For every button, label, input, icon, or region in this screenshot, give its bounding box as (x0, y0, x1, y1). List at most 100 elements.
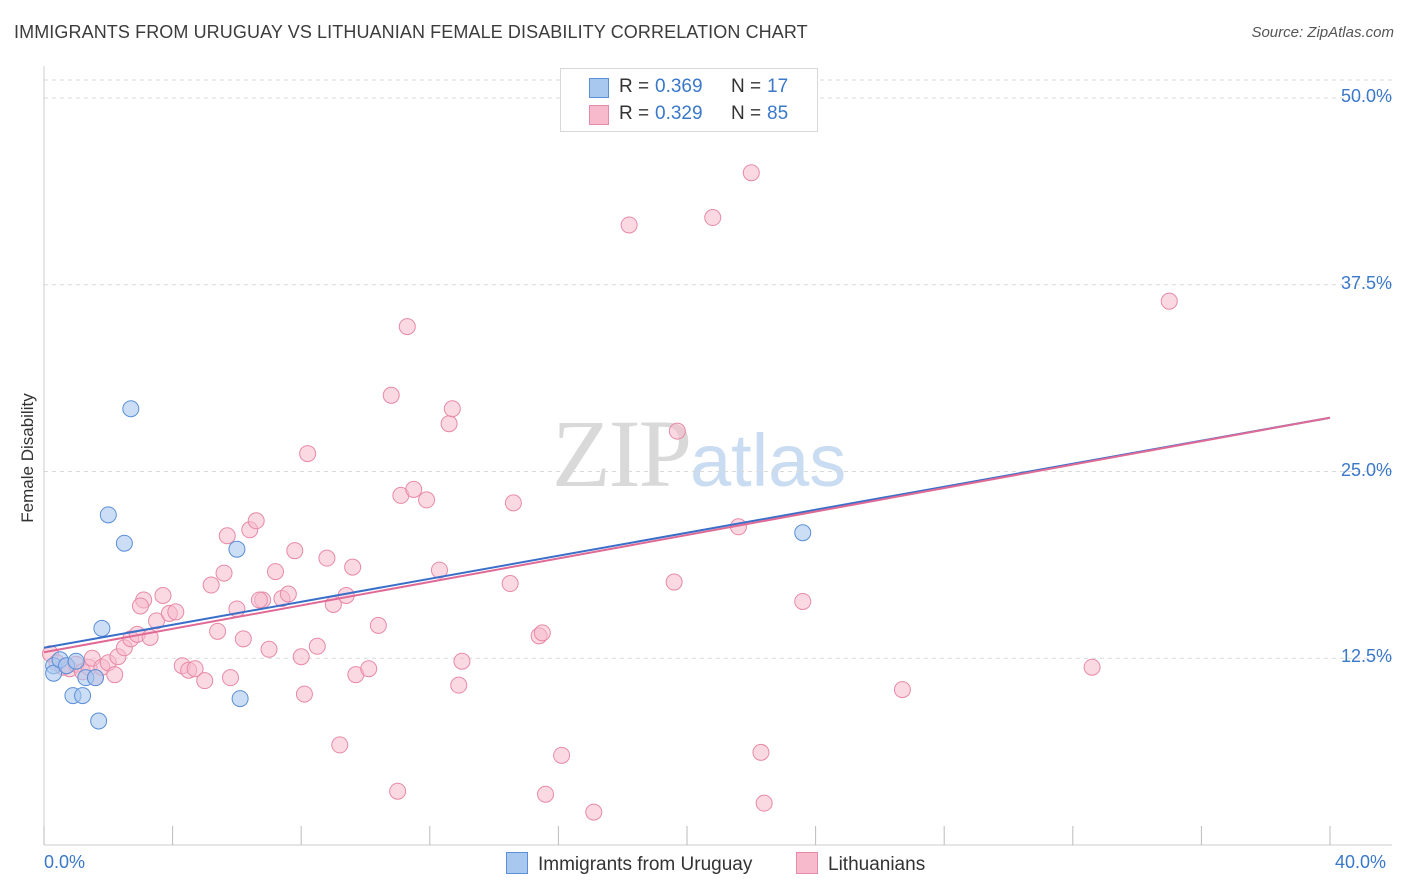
lithuanians-point (405, 480, 423, 498)
legend-n-label: N = (731, 76, 762, 97)
uruguay-point (231, 690, 249, 708)
lithuanians-point (292, 648, 310, 666)
lithuanians-point (668, 422, 686, 440)
lithuanians-point (794, 592, 812, 610)
correlation-legend: R = 0.369 N = 17 R = 0.329 N = 85 (560, 68, 818, 132)
watermark: ZIPatlas (552, 398, 846, 509)
lithuanians-point (504, 494, 522, 512)
lithuanians-point (167, 603, 185, 621)
bottom-legend-swatch-blue (506, 852, 528, 874)
lithuanians-point (299, 445, 317, 463)
bottom-legend-label: Immigrants from Uruguay (538, 854, 753, 875)
lithuanians-trend-line (43, 416, 1331, 654)
y-tick-label: 37.5% (1340, 272, 1392, 293)
lithuanians-point (234, 630, 252, 648)
lithuanians-point (1160, 292, 1178, 310)
lithuanians-point (279, 585, 297, 603)
lithuanians-point (331, 736, 349, 754)
bottom-legend-swatch-pink (796, 852, 818, 874)
legend-r-value: 0.329 (655, 103, 703, 124)
source-label: Source: ZipAtlas.com (1251, 24, 1394, 41)
uruguay-point (90, 712, 108, 730)
lithuanians-point (318, 549, 336, 567)
legend-r-label: R = (619, 103, 650, 124)
uruguay-points (45, 400, 812, 730)
uruguay-point (86, 669, 104, 687)
lithuanians-point (202, 576, 220, 594)
lithuanians-point (196, 672, 214, 690)
lithuanians-point (1083, 658, 1101, 676)
lithuanians-point (553, 746, 571, 764)
lithuanians-point (186, 660, 204, 678)
bottom-legend-lithuanians: Lithuanians (796, 852, 925, 876)
lithuanians-point (755, 794, 773, 812)
lithuanians-point (443, 400, 461, 418)
uruguay-point (228, 540, 246, 558)
lithuanians-point (665, 573, 683, 591)
lithuanians-point (501, 575, 519, 593)
lithuanians-point (453, 652, 471, 670)
lithuanians-point (131, 597, 149, 615)
lithuanians-point (154, 587, 172, 605)
x-min-label: 0.0% (44, 852, 86, 872)
lithuanians-point (893, 681, 911, 699)
lithuanians-point (360, 660, 378, 678)
lithuanians-point (537, 785, 555, 803)
legend-r-value: 0.369 (655, 76, 703, 97)
uruguay-point (794, 524, 812, 542)
uruguay-point (67, 652, 85, 670)
lithuanians-point (752, 743, 770, 761)
lithuanians-point (250, 591, 268, 609)
lithuanians-point (247, 512, 265, 530)
x-max-label: 40.0% (1335, 852, 1387, 872)
lithuanians-point (148, 612, 166, 630)
uruguay-point (74, 687, 92, 705)
uruguay-point (115, 534, 133, 552)
lithuanians-point (389, 782, 407, 800)
chart-title: IMMIGRANTS FROM URUGUAY VS LITHUANIAN FE… (14, 22, 808, 42)
lithuanians-point (218, 527, 236, 545)
watermark-zip: ZIP (552, 400, 692, 507)
lithuanians-point (215, 564, 233, 582)
lithuanians-point (620, 216, 638, 234)
y-tick-label: 50.0% (1340, 86, 1392, 106)
lithuanians-point (209, 622, 227, 640)
lithuanians-point (260, 640, 278, 658)
axes (43, 66, 1392, 846)
lithuanians-point (382, 386, 400, 404)
lithuanians-point (308, 637, 326, 655)
lithuanians-point (295, 685, 313, 703)
lithuanians-points (41, 164, 1178, 821)
lithuanians-point (286, 542, 304, 560)
uruguay-point (93, 619, 111, 637)
lithuanians-point (221, 669, 239, 687)
lithuanians-point (266, 563, 284, 581)
lithuanians-point (344, 558, 362, 576)
bottom-legend-uruguay: Immigrants from Uruguay (506, 852, 752, 876)
legend-swatch-blue (589, 78, 609, 98)
legend-n-value: 85 (767, 103, 789, 124)
lithuanians-point (369, 616, 387, 634)
gridlines (44, 79, 1392, 659)
legend-n-value: 17 (767, 76, 789, 97)
y-tick-label: 25.0% (1340, 459, 1392, 480)
lithuanians-point (430, 561, 448, 579)
lithuanians-point (418, 491, 436, 509)
lithuanians-point (106, 666, 124, 684)
lithuanians-point (440, 415, 458, 433)
bottom-legend-label: Lithuanians (828, 854, 926, 875)
lithuanians-point (450, 676, 468, 694)
lithuanians-point (398, 318, 416, 336)
watermark-atlas: atlas (690, 419, 847, 502)
legend-r-label: R = (619, 76, 650, 97)
lithuanians-point (742, 164, 760, 182)
uruguay-point (99, 506, 117, 524)
legend-n-label: N = (731, 103, 762, 124)
uruguay-point (122, 400, 140, 418)
legend-swatch-pink (589, 105, 609, 125)
trend-lines (43, 416, 1331, 654)
lithuanians-point (585, 803, 603, 821)
lithuanians-point (704, 209, 722, 227)
y-tick-label: 12.5% (1340, 646, 1392, 667)
